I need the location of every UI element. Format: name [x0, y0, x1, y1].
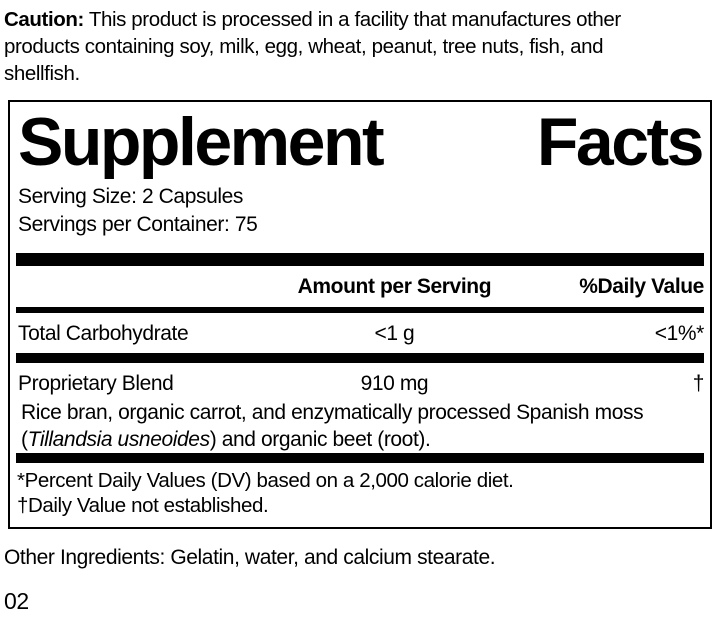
nutrient-amount: <1 g [374, 322, 415, 345]
divider-bar-thick [16, 253, 704, 266]
column-header-daily-value: %Daily Value [579, 275, 704, 298]
panel-title: Supplement Facts [16, 102, 705, 183]
footnotes: *Percent Daily Values (DV) based on a 2,… [16, 463, 704, 518]
proprietary-blend-description: Rice bran, organic carrot, and enzymatic… [16, 397, 704, 453]
caution-label: Caution: [4, 8, 84, 31]
caution-line-1-text: This product is processed in a facility … [83, 8, 621, 31]
nutrient-amount: 910 mg [360, 372, 429, 395]
column-header-amount: Amount per Serving [297, 275, 492, 298]
divider-bar-medium-2 [16, 453, 704, 463]
servings-per-container: Servings per Container: 75 [18, 213, 258, 236]
nutrient-daily-value: † [692, 372, 705, 395]
blend-latin-name: Tillandsia usneoides [27, 428, 211, 451]
caution-line-3: shellfish. [4, 62, 80, 85]
table-row-proprietary-blend: Proprietary Blend 910 mg † [16, 363, 704, 397]
page-code: 02 [4, 588, 29, 614]
supplement-facts-panel: Supplement Facts Serving Size: 2 Capsule… [8, 100, 712, 529]
panel-title-word-2: Facts [536, 104, 705, 180]
column-header-row: Amount per Serving %Daily Value [16, 266, 705, 307]
blend-description-line-2-rest: ) and organic beet (root). [209, 428, 431, 451]
panel-title-word-1: Supplement [18, 104, 385, 180]
caution-paragraph: Caution: This product is processed in a … [0, 0, 720, 87]
footnote-daily-value: *Percent Daily Values (DV) based on a 2,… [17, 469, 514, 492]
blend-description-line-1: Rice bran, organic carrot, and enzymatic… [21, 401, 644, 424]
other-ingredients: Other Ingredients: Gelatin, water, and c… [4, 546, 496, 569]
nutrient-daily-value: <1%* [654, 322, 705, 345]
caution-line-1: Caution: This product is processed in a … [4, 6, 716, 33]
blend-description-line-2: (Tillandsia usneoides) and organic beet … [21, 426, 704, 453]
caution-line-2: products containing soy, milk, egg, whea… [4, 35, 604, 58]
divider-bar-medium-1 [16, 353, 704, 363]
footnote-not-established: †Daily Value not established. [17, 494, 269, 517]
table-row-total-carbohydrate: Total Carbohydrate <1 g <1%* [16, 313, 704, 353]
nutrient-name: Total Carbohydrate [18, 322, 189, 345]
serving-size: Serving Size: 2 Capsules [18, 185, 244, 208]
divider-bar-thin [16, 307, 704, 313]
blend-latin-open-paren: ( [21, 428, 28, 451]
nutrient-name: Proprietary Blend [18, 372, 174, 395]
